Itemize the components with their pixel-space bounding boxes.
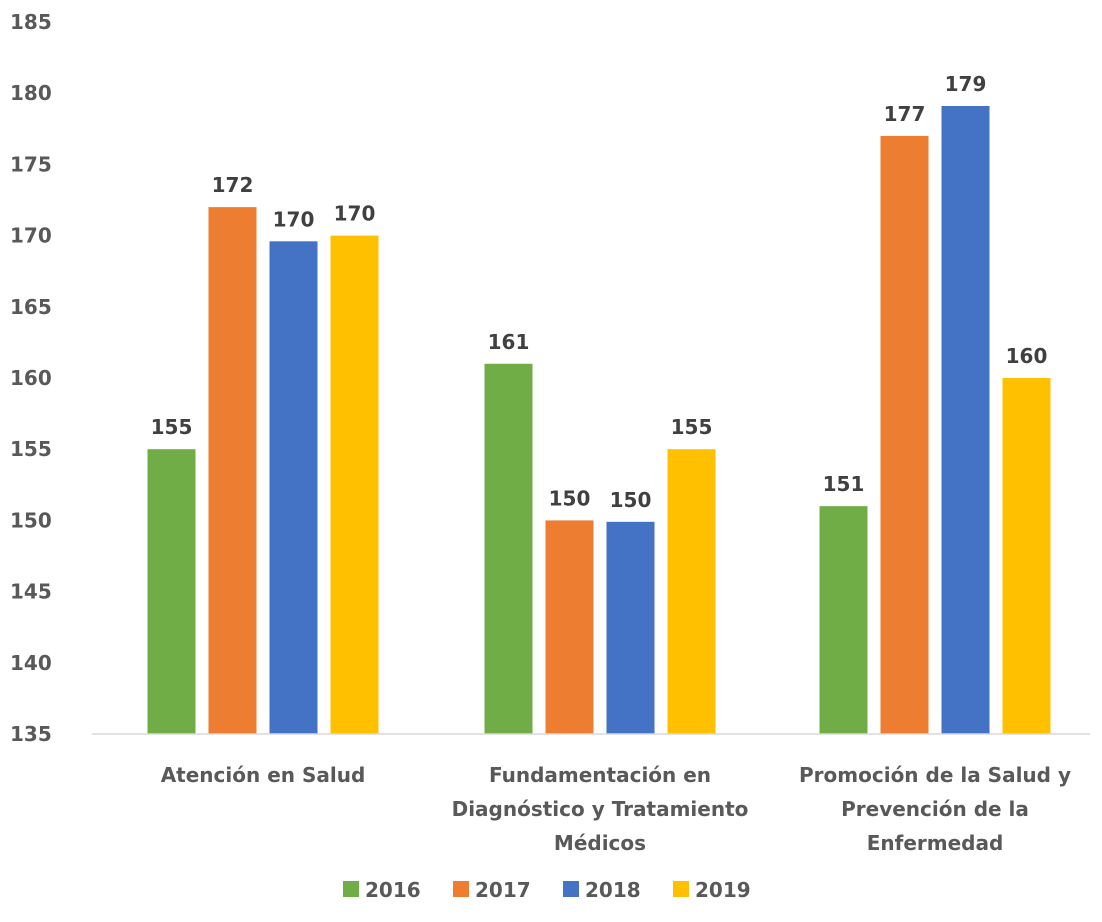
data-label: 155 [671, 415, 713, 439]
data-label: 170 [273, 207, 315, 231]
legend-label-2016: 2016 [365, 878, 421, 902]
y-tick-label: 185 [10, 10, 52, 34]
y-tick-label: 140 [10, 651, 52, 675]
bar-2017-1 [208, 207, 257, 734]
y-tick-label: 175 [10, 152, 52, 176]
data-label: 151 [823, 472, 865, 496]
legend-swatch-2017 [453, 881, 469, 897]
data-label: 170 [334, 202, 376, 226]
bar-2017-2 [545, 520, 594, 734]
legend-swatch-2019 [673, 881, 689, 897]
data-label: 177 [884, 102, 926, 126]
y-tick-label: 170 [10, 224, 52, 248]
y-tick-label: 180 [10, 81, 52, 105]
legend-label-2018: 2018 [585, 878, 641, 902]
bar-2018-3 [941, 106, 990, 735]
data-label: 172 [212, 173, 254, 197]
bar-2017-3 [880, 135, 929, 735]
category-label: Promoción de la Salud y Prevención de la E… [799, 763, 1071, 855]
data-label: 161 [488, 330, 530, 354]
category-label: Atención en Salud [161, 763, 366, 787]
y-tick-label: 135 [10, 722, 52, 746]
bar-2016-1 [147, 449, 196, 734]
y-tick-label: 160 [10, 366, 52, 390]
bar-2019-3 [1002, 378, 1051, 734]
bar-2019-2 [667, 449, 716, 734]
data-label: 155 [151, 415, 193, 439]
data-label: 150 [610, 488, 652, 512]
y-tick-label: 150 [10, 508, 52, 532]
legend-label-2017: 2017 [475, 878, 531, 902]
y-tick-label: 155 [10, 437, 52, 461]
data-label: 179 [945, 72, 987, 96]
bar-2018-1 [269, 241, 318, 734]
data-label: 150 [549, 486, 591, 510]
bars [147, 106, 1051, 735]
legend-swatch-2018 [563, 881, 579, 897]
bar-2018-2 [606, 521, 655, 734]
legend-swatch-2016 [343, 881, 359, 897]
y-tick-label: 165 [10, 295, 52, 319]
data-label: 160 [1006, 344, 1048, 368]
legend: 2016 2017 2018 2019 [343, 878, 751, 902]
bar-2016-2 [484, 363, 533, 734]
bar-2019-1 [330, 235, 379, 734]
y-axis: 135 140 145 150 155 160 165 170 175 180 185 [10, 10, 52, 746]
data-labels: 155 161 151 172 150 177 170 150 179 170 155 160 [151, 72, 1048, 512]
legend-label-2019: 2019 [695, 878, 751, 902]
category-labels: Atención en Salud Fundamentación en Diagnó… [161, 763, 1071, 855]
category-label: Fundamentación en Diagnóstico y Tratamien… [452, 763, 749, 855]
y-tick-label: 145 [10, 580, 52, 604]
bar-2016-3 [819, 506, 868, 734]
